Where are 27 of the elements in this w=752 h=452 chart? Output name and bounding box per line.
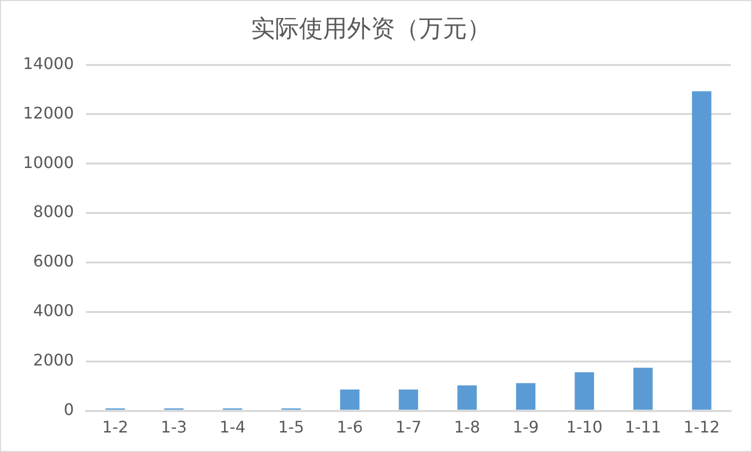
y-tick-label: 4000 bbox=[33, 301, 74, 320]
bar bbox=[633, 368, 653, 410]
bar bbox=[692, 91, 712, 410]
y-tick-label: 8000 bbox=[33, 202, 74, 222]
x-tick-label: 1-8 bbox=[454, 418, 480, 437]
bar bbox=[398, 390, 418, 410]
y-tick-label: 0 bbox=[64, 400, 74, 419]
bar bbox=[340, 390, 360, 410]
x-tick-label: 1-9 bbox=[512, 418, 539, 437]
x-tick-label: 1-12 bbox=[684, 418, 720, 437]
y-tick-label: 6000 bbox=[33, 252, 74, 271]
x-tick-label: 1-11 bbox=[624, 418, 662, 437]
bar bbox=[574, 372, 594, 410]
x-tick-label: 1-10 bbox=[566, 418, 603, 437]
bar bbox=[516, 383, 536, 410]
y-tick-label: 10000 bbox=[22, 152, 74, 172]
chart-title: 实际使用外资（万元） bbox=[251, 14, 491, 43]
y-tick-label: 12000 bbox=[22, 103, 74, 122]
x-tick-label: 1-7 bbox=[395, 418, 422, 437]
x-tick-label: 1-3 bbox=[160, 418, 187, 437]
x-tick-label: 1-6 bbox=[336, 418, 363, 437]
bar bbox=[457, 385, 477, 410]
x-tick-label: 1-4 bbox=[219, 418, 246, 437]
y-tick-label: 14000 bbox=[22, 54, 74, 73]
x-tick-label: 1-5 bbox=[278, 418, 304, 437]
x-tick-label: 1-2 bbox=[102, 418, 128, 437]
y-tick-label: 2000 bbox=[33, 350, 74, 370]
